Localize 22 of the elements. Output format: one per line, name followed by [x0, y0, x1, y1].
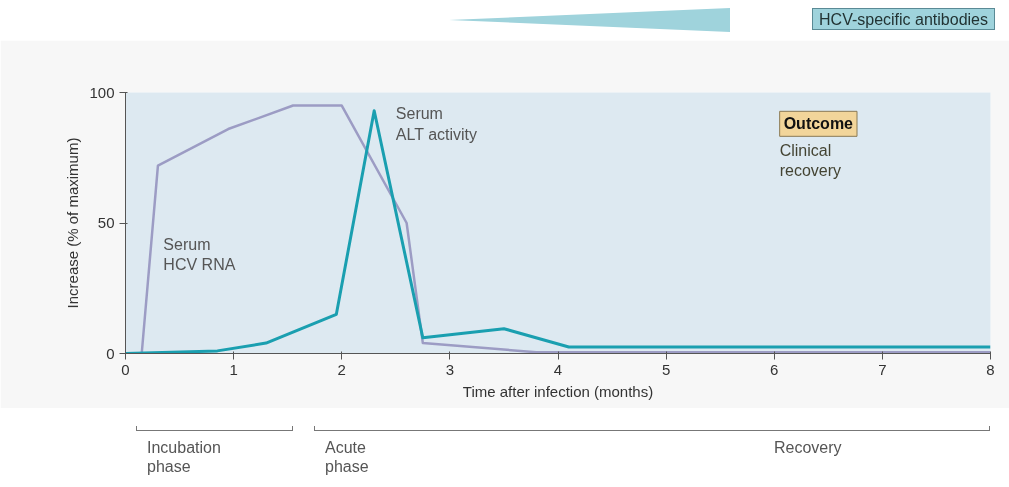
x-axis-title: Time after infection (months) — [462, 382, 654, 400]
x-tick-label: 0 — [121, 360, 130, 378]
x-tick-label: 7 — [878, 360, 887, 378]
x-tick-label: 8 — [986, 360, 995, 378]
x-tick-label: 5 — [661, 360, 671, 378]
annotation: Outcome — [783, 115, 854, 133]
series-label: Serum ALT activity — [395, 105, 478, 143]
text: HCV-specific antibodies — [812, 8, 995, 30]
x-tick-label: 2 — [337, 360, 346, 378]
x-tick-label: 6 — [770, 360, 779, 378]
y-tick-label: 100 — [89, 83, 115, 101]
x-tick-label: 4 — [553, 360, 563, 378]
x-tick-label: 1 — [229, 360, 238, 378]
annotation: Clinical recovery — [779, 141, 842, 180]
text: Recovery — [774, 438, 842, 457]
y-tick-label: 50 — [97, 214, 115, 231]
text: Acute phase — [325, 438, 369, 476]
text: Incubation phase — [147, 438, 221, 476]
x-tick-label: 3 — [445, 360, 455, 378]
y-tick-label: 0 — [106, 344, 115, 362]
series-label: Serum HCV RNA — [163, 235, 236, 274]
y-axis-title: Increase (% of maximum) — [64, 137, 82, 309]
